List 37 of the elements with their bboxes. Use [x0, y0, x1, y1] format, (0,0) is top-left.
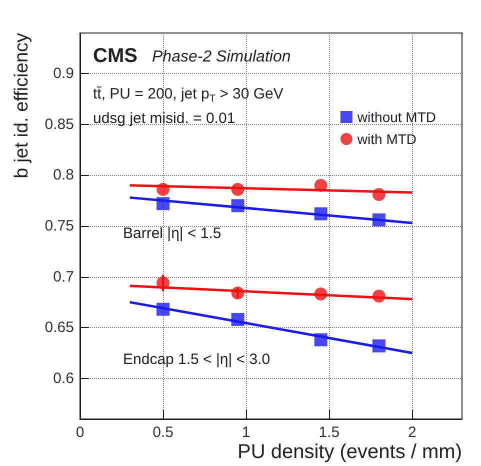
legend-label: with MTD: [356, 131, 417, 147]
point: [231, 182, 244, 196]
point: [372, 213, 386, 226]
y-tick-label: 0.8: [53, 166, 74, 184]
point: [314, 333, 328, 346]
point: [372, 339, 386, 352]
y-tick-label: 0.7: [53, 268, 74, 286]
legend-label: without MTD: [356, 109, 436, 125]
point: [372, 188, 386, 202]
x-tick-label: 1: [242, 424, 250, 441]
point: [156, 276, 170, 290]
annotation: udsg jet misid. = 0.01: [93, 110, 236, 127]
point: [372, 290, 386, 303]
point: [314, 288, 328, 301]
y-tick-label: 0.65: [44, 319, 74, 336]
point: [231, 286, 244, 300]
x-tick-label: 1.5: [318, 424, 340, 441]
point: [314, 207, 328, 220]
point: [231, 312, 244, 326]
annotation: CMS: [93, 45, 138, 67]
y-tick-label: 0.9: [53, 65, 74, 82]
point: [156, 302, 170, 316]
annotation: Phase-2 Simulation: [152, 48, 291, 66]
annotation: Barrel |η| < 1.5: [123, 225, 222, 242]
point: [156, 197, 170, 210]
point: [156, 182, 170, 196]
y-tick-label: 0.75: [44, 218, 74, 234]
x-tick-label: 0: [76, 424, 84, 441]
point: [314, 178, 328, 192]
annotation: Endcap 1.5 < |η| < 3.0: [123, 351, 270, 368]
x-tick-label: 0.5: [152, 424, 174, 441]
x-axis-title: PU density (events / mm): [237, 441, 462, 463]
y-axis-title: b jet id. efficiency: [12, 32, 32, 178]
y-tick-label: 0.6: [53, 370, 74, 387]
point: [231, 199, 244, 212]
y-tick-label: 0.85: [44, 116, 74, 133]
x-tick-label: 2: [408, 424, 416, 441]
